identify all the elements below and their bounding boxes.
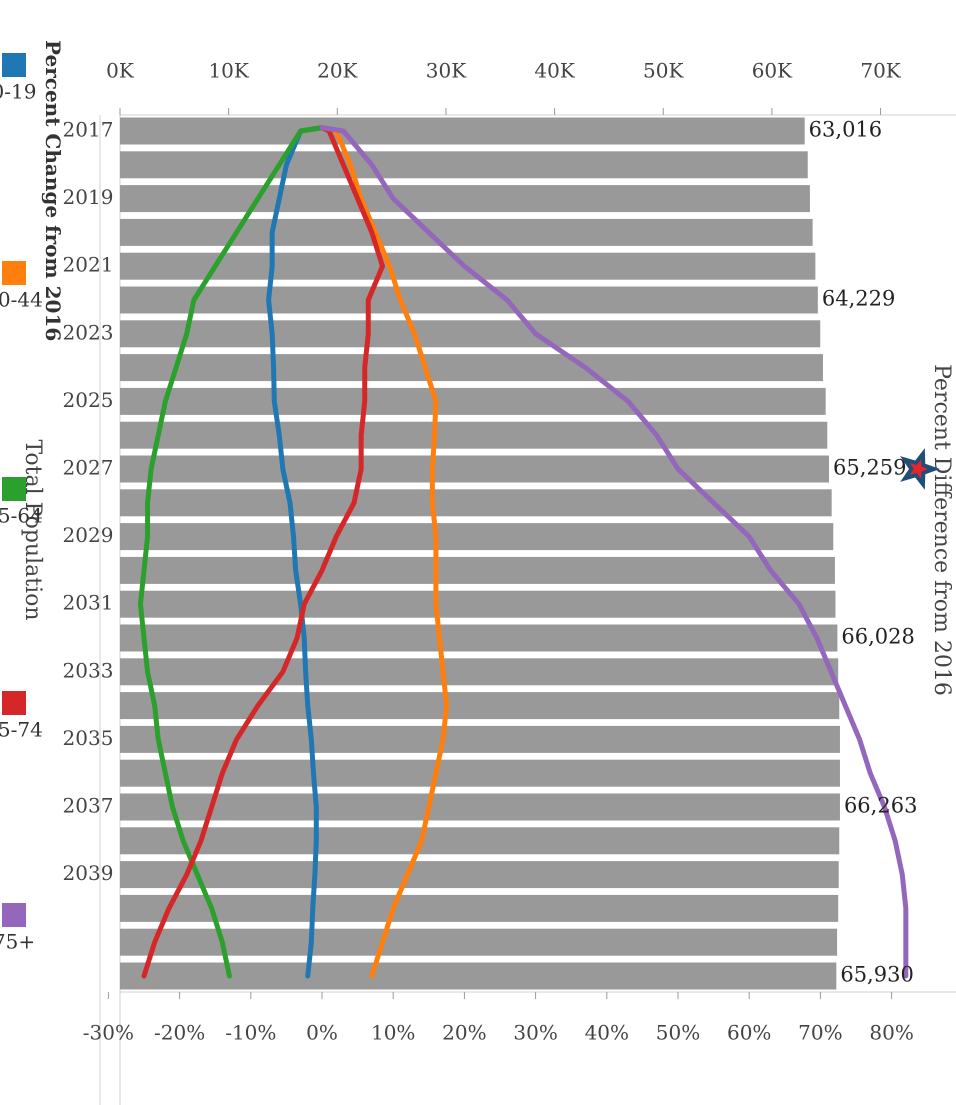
year-tick-label: 2025 (63, 388, 114, 412)
series-lines (137, 125, 909, 979)
legend: 0-19 20-44 45-64 65-74 75+ (0, 53, 43, 954)
population-value-label: 66,263 (844, 794, 917, 818)
bar-2033 (120, 658, 839, 686)
bar-2026 (120, 421, 828, 449)
population-value-label: 63,016 (809, 118, 882, 142)
bar-2019 (120, 185, 810, 213)
year-tick-label: 2017 (63, 118, 114, 142)
population-value-label: 65,259 (833, 456, 906, 480)
year-tick-label: 2031 (63, 591, 114, 615)
bar-2036 (119, 759, 840, 787)
bar-2040 (120, 894, 839, 922)
year-tick-label: 2037 (63, 794, 114, 818)
series-line-20-44 (319, 125, 450, 979)
percent-axis-title: Percent Difference from 2016 (929, 364, 954, 696)
bar-2023 (120, 320, 821, 348)
percent-tick-label: 80% (869, 1021, 913, 1045)
bar-2030 (120, 556, 835, 584)
legend-label-65-74: 65-74 (0, 718, 43, 742)
population-value-label: 66,028 (841, 625, 914, 649)
bar-labels: 63,016 64,229 65,259 66,028 66,263 65,930 (809, 118, 918, 987)
series-line-45-64 (137, 125, 325, 979)
bar-2034 (119, 692, 840, 720)
bar-2028 (120, 489, 832, 517)
population-tick-label: 50K (643, 59, 684, 83)
year-tick-label: 2029 (63, 523, 114, 547)
legend-swatch-65-74 (2, 691, 26, 715)
series-line-65-74 (141, 125, 386, 979)
bar-2038 (119, 827, 840, 855)
bar-2039 (120, 861, 839, 889)
population-axis-title: Total Population (20, 439, 45, 620)
percent-tick-label: 50% (656, 1021, 700, 1045)
population-ticks: 0K 10K 20K 30K 40K 50K 60K 70K (106, 59, 902, 115)
bar-2031 (119, 590, 836, 618)
bar-2042 (119, 962, 837, 990)
population-tick-label: 40K (534, 59, 575, 83)
bar-2018 (120, 151, 808, 179)
population-tick-label: 10K (208, 59, 249, 83)
population-tick-label: 20K (317, 59, 358, 83)
percent-tick-label: -10% (225, 1021, 276, 1045)
series-line-0-19 (266, 125, 325, 979)
series-line-75+ (319, 125, 909, 979)
bars (119, 117, 840, 990)
bar-2032 (119, 624, 838, 652)
year-tick-label: 2023 (63, 320, 114, 344)
year-tick-label: 2033 (63, 658, 114, 682)
legend-label-75+: 75+ (0, 930, 35, 954)
percent-tick-label: 70% (798, 1021, 842, 1045)
legend-swatch-45-64 (2, 477, 26, 501)
year-tick-label: 2039 (63, 861, 114, 885)
percent-tick-label: -30% (83, 1021, 134, 1045)
percent-tick-label: 60% (727, 1021, 771, 1045)
bar-2024 (120, 354, 823, 382)
population-tick-label: 0K (106, 59, 135, 83)
percent-tick-label: 40% (585, 1021, 629, 1045)
population-value-label: 64,229 (822, 287, 895, 311)
rotated-chart-group: Total Population Percent Difference from… (0, 40, 956, 1105)
percent-tick-label: 20% (442, 1021, 486, 1045)
bar-2037 (119, 793, 840, 821)
year-tick-label: 2019 (63, 185, 114, 209)
bar-2035 (119, 725, 840, 753)
population-tick-label: 60K (752, 59, 793, 83)
year-ticks: 2017 2019 2021 2023 2025 2027 2029 2031 2033 2035… (63, 118, 114, 886)
year-tick-label: 2027 (63, 456, 114, 480)
year-tick-label: 2021 (63, 253, 114, 277)
legend-title: Percent Change from 2016 (41, 40, 65, 341)
highlight-star-inner (909, 459, 928, 479)
population-tick-label: 70K (860, 59, 901, 83)
bar-2041 (119, 928, 838, 956)
year-tick-label: 2035 (63, 726, 114, 750)
percent-tick-label: -20% (154, 1021, 205, 1045)
population-tick-label: 30K (426, 59, 467, 83)
percent-tick-label: 0% (306, 1021, 338, 1045)
percent-tick-label: 30% (513, 1021, 557, 1045)
legend-label-20-44: 20-44 (0, 288, 43, 312)
legend-swatch-20-44 (2, 261, 26, 285)
legend-label-45-64: 45-64 (0, 504, 43, 528)
bar-2022 (120, 286, 818, 314)
bar-2020 (119, 218, 813, 246)
percent-tick-label: 10% (371, 1021, 415, 1045)
legend-label-0-19: 0-19 (0, 80, 36, 104)
legend-swatch-75+ (2, 903, 26, 927)
percent-ticks: -30% -20% -10% 0% 10% 20% 30% 40% 50% 60% 70% 80% (83, 992, 914, 1045)
highlight-marker (900, 448, 940, 490)
bar-2029 (120, 523, 834, 551)
bar-2025 (120, 387, 826, 415)
population-value-label: 65,930 (840, 963, 913, 987)
bar-2027 (120, 455, 830, 483)
bar-2017 (120, 117, 805, 145)
legend-swatch-0-19 (2, 53, 26, 77)
